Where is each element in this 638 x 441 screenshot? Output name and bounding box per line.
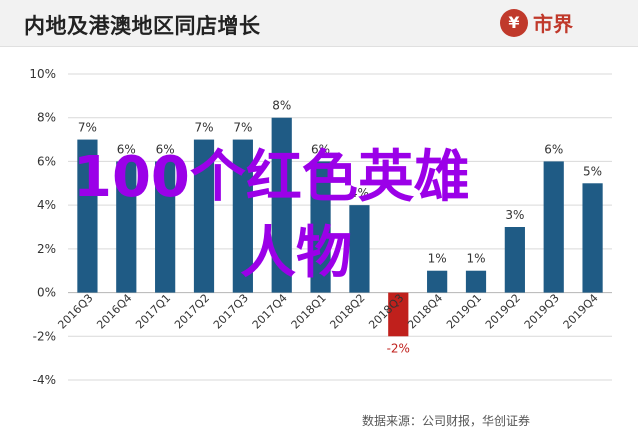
data-label: 3% bbox=[505, 208, 524, 222]
y-tick-label: -2% bbox=[33, 329, 56, 343]
y-tick-label: 0% bbox=[37, 286, 56, 300]
data-label: 5% bbox=[583, 164, 602, 178]
data-label: 4% bbox=[350, 186, 369, 200]
bar bbox=[232, 139, 253, 293]
bar-chart: 10% 8% 6% 4% 2% 0% -2% -4% 7% 2016Q3 6% 2016Q4 6% 201… bbox=[29, 67, 612, 387]
chart-header: 内地及港澳地区同店增长 ¥ 市界 bbox=[0, 0, 638, 47]
data-label: -2% bbox=[387, 341, 410, 355]
y-tick-label: 2% bbox=[37, 242, 56, 256]
bar bbox=[465, 270, 487, 293]
x-tick-label: 2016Q4 bbox=[94, 292, 134, 332]
x-tick-label: 2019Q2 bbox=[483, 292, 523, 332]
x-tick-label: 2018Q2 bbox=[327, 292, 367, 332]
bar bbox=[427, 270, 448, 293]
bar bbox=[582, 183, 603, 293]
brand-logo: ¥ 市界 bbox=[500, 8, 573, 37]
y-tick-label: 4% bbox=[37, 198, 56, 212]
data-label: 1% bbox=[428, 252, 447, 266]
bar bbox=[349, 205, 370, 293]
bar bbox=[543, 161, 564, 293]
data-label: 7% bbox=[194, 121, 213, 135]
x-tick-label: 2017Q3 bbox=[211, 292, 251, 332]
chart-area: 10% 8% 6% 4% 2% 0% -2% -4% 7% 2016Q3 6% 2016Q4 6% 201… bbox=[0, 48, 638, 437]
y-tick-label: 8% bbox=[37, 111, 56, 125]
x-tick-label: 2019Q4 bbox=[561, 292, 601, 332]
bar bbox=[77, 139, 98, 293]
bar bbox=[116, 161, 137, 293]
x-tick-label: 2016Q3 bbox=[55, 292, 95, 332]
data-label: 8% bbox=[272, 99, 291, 113]
y-tick-label: 10% bbox=[29, 67, 56, 81]
x-tick-label: 2017Q4 bbox=[250, 292, 290, 332]
bar bbox=[388, 292, 409, 337]
y-tick-label: -4% bbox=[33, 373, 56, 387]
bar bbox=[271, 117, 292, 293]
data-label: 6% bbox=[156, 142, 175, 156]
data-source: 数据来源：公司财报，华创证券 bbox=[362, 414, 531, 428]
bar bbox=[504, 227, 525, 293]
x-tick-label: 2017Q2 bbox=[172, 292, 212, 332]
chart-title: 内地及港澳地区同店增长 bbox=[24, 14, 261, 38]
x-tick-label: 2017Q1 bbox=[133, 292, 173, 332]
x-tick-label: 2018Q1 bbox=[289, 292, 329, 332]
data-label: 1% bbox=[466, 252, 485, 266]
data-label: 6% bbox=[117, 142, 136, 156]
data-label: 7% bbox=[78, 121, 97, 135]
bar bbox=[310, 161, 331, 293]
y-tick-label: 6% bbox=[37, 154, 56, 168]
x-tick-label: 2018Q4 bbox=[405, 292, 445, 332]
x-tick-label: 2019Q3 bbox=[522, 292, 562, 332]
bar bbox=[155, 161, 176, 293]
brand-name: 市界 bbox=[533, 12, 573, 36]
data-label: 7% bbox=[233, 121, 252, 135]
x-tick-label: 2019Q1 bbox=[444, 292, 484, 332]
data-label: 6% bbox=[544, 142, 563, 156]
yen-icon: ¥ bbox=[500, 8, 528, 37]
bar bbox=[193, 139, 215, 293]
data-label: 6% bbox=[311, 142, 330, 156]
